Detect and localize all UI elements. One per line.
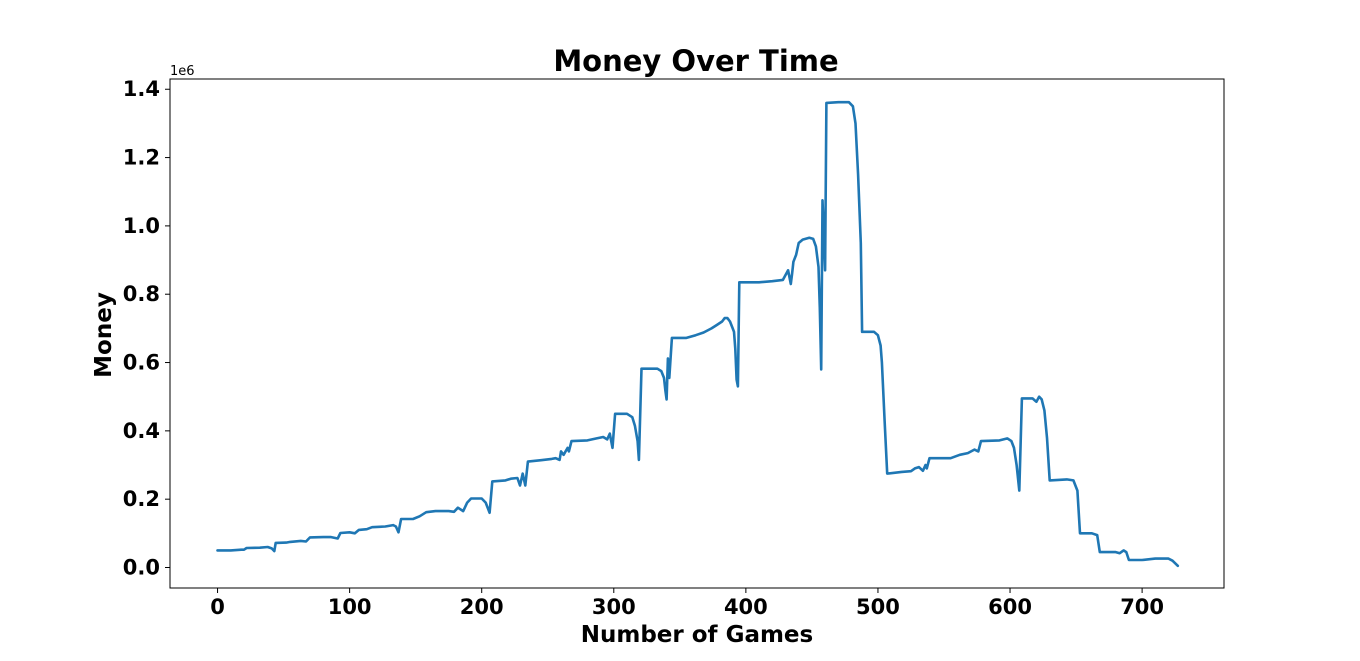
y-tick-label: 0.8 [123,282,160,306]
x-tick-label: 600 [988,595,1032,619]
x-tick-label: 500 [856,595,900,619]
y-axis-label: Money [91,292,117,378]
y-tick-label: 1.0 [123,214,160,238]
x-axis: 0 100 200 300 400 500 600 700 [210,588,1164,619]
x-axis-label: Number of Games [581,622,813,648]
x-tick-label: 700 [1120,595,1164,619]
x-tick-label: 100 [328,595,372,619]
x-tick-label: 200 [460,595,504,619]
y-tick-label: 1.2 [123,146,160,170]
y-axis-offset-label: 1e6 [170,64,195,79]
x-tick-label: 300 [592,595,636,619]
y-tick-label: 0.2 [123,487,160,511]
y-tick-label: 1.4 [123,77,160,101]
y-axis: 0.0 0.2 0.4 0.6 0.8 1.0 1.2 1.4 [123,77,170,580]
y-tick-label: 0.6 [123,351,160,375]
x-tick-label: 400 [724,595,768,619]
plot-area [216,100,1180,568]
plot-frame [169,78,1225,589]
y-tick-label: 0.0 [123,556,160,580]
chart-title: Money Over Time [553,44,838,78]
x-tick-label: 0 [210,595,225,619]
series-line-0 [216,100,1180,568]
y-tick-label: 0.4 [123,419,160,443]
